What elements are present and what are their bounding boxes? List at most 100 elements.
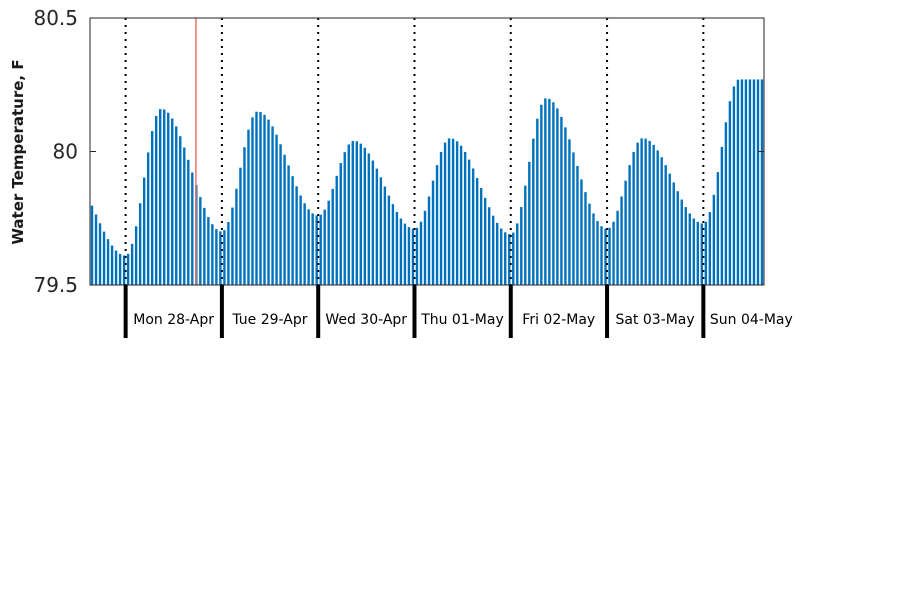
bar xyxy=(439,151,443,285)
bar xyxy=(548,98,551,286)
bar xyxy=(604,228,607,285)
bar xyxy=(142,177,146,285)
bar xyxy=(584,192,587,285)
bar xyxy=(520,207,523,285)
bar xyxy=(668,173,671,285)
y-axis-label: Water Temperature, F xyxy=(9,59,27,244)
bar xyxy=(704,221,708,285)
bar xyxy=(203,207,206,285)
bar xyxy=(391,204,395,285)
bar xyxy=(163,109,166,285)
day-label: Wed 30-Apr xyxy=(325,312,407,328)
bar xyxy=(528,161,531,285)
bar xyxy=(463,151,467,285)
bar xyxy=(652,144,655,285)
bar xyxy=(259,112,262,285)
bar xyxy=(159,109,162,285)
bar xyxy=(271,126,274,285)
bar xyxy=(319,214,322,285)
bar xyxy=(427,196,431,285)
day-label: Fri 02-May xyxy=(522,312,595,328)
bar xyxy=(500,228,503,285)
bar xyxy=(138,203,142,285)
bar xyxy=(379,177,383,285)
bar xyxy=(744,79,748,285)
bar xyxy=(483,197,487,285)
bar xyxy=(516,223,519,285)
bar xyxy=(287,165,290,285)
day-labels: Mon 28-Apr Tue 29-Apr Wed 30-Apr Thu 01-May… xyxy=(133,312,793,328)
bar xyxy=(331,188,334,285)
bar xyxy=(680,199,683,285)
bar xyxy=(251,117,254,285)
y-tick-label: 79.5 xyxy=(33,273,78,297)
bar xyxy=(467,159,471,285)
bar xyxy=(207,217,210,285)
bar xyxy=(235,188,238,285)
bar xyxy=(580,179,583,285)
bar xyxy=(106,239,110,285)
bar xyxy=(560,116,563,285)
bar xyxy=(508,234,511,285)
bar xyxy=(311,213,314,285)
bar xyxy=(475,178,479,285)
bar xyxy=(211,224,214,285)
bar xyxy=(620,196,623,285)
bar xyxy=(608,227,611,285)
day-label: Thu 01-May xyxy=(420,312,504,328)
bar xyxy=(359,143,363,285)
bar xyxy=(504,232,507,285)
bar xyxy=(355,141,358,285)
bar xyxy=(636,142,639,285)
bar xyxy=(179,136,182,285)
bar xyxy=(130,243,134,285)
bar xyxy=(351,140,354,285)
bar xyxy=(696,221,700,285)
bar xyxy=(672,182,675,285)
bar xyxy=(102,231,106,285)
bar xyxy=(712,194,716,285)
bar xyxy=(395,211,399,285)
bar xyxy=(688,213,691,285)
bar xyxy=(552,102,555,285)
bar xyxy=(471,168,475,285)
bar xyxy=(459,145,463,285)
bar xyxy=(175,126,178,285)
bar xyxy=(592,213,595,285)
bar xyxy=(644,138,647,285)
bar xyxy=(303,203,306,285)
day-label: Tue 29-Apr xyxy=(231,312,307,328)
bar xyxy=(199,197,202,285)
bar xyxy=(339,163,342,285)
bar xyxy=(307,209,310,285)
bar xyxy=(126,253,130,285)
bar xyxy=(532,138,535,285)
bar xyxy=(632,151,635,285)
bar xyxy=(748,79,752,285)
bar xyxy=(732,86,736,285)
day-label: Sat 03-May xyxy=(615,312,694,328)
bar xyxy=(720,146,724,285)
bar xyxy=(255,111,258,285)
bar xyxy=(536,118,539,285)
bar xyxy=(154,115,158,286)
bar xyxy=(407,227,411,285)
bar xyxy=(455,141,459,285)
bar xyxy=(114,250,118,285)
bar xyxy=(419,221,423,285)
bar xyxy=(375,168,379,285)
bar xyxy=(640,138,643,285)
bar xyxy=(708,212,712,285)
bar xyxy=(676,191,679,285)
bar xyxy=(167,112,170,285)
bar xyxy=(496,222,499,285)
bar xyxy=(624,180,627,285)
bar xyxy=(371,160,375,285)
bar xyxy=(760,79,764,285)
bar xyxy=(479,188,483,285)
bar xyxy=(146,152,150,285)
bar xyxy=(628,165,631,285)
bar xyxy=(239,167,242,285)
bar xyxy=(299,195,302,285)
bar xyxy=(648,140,651,285)
